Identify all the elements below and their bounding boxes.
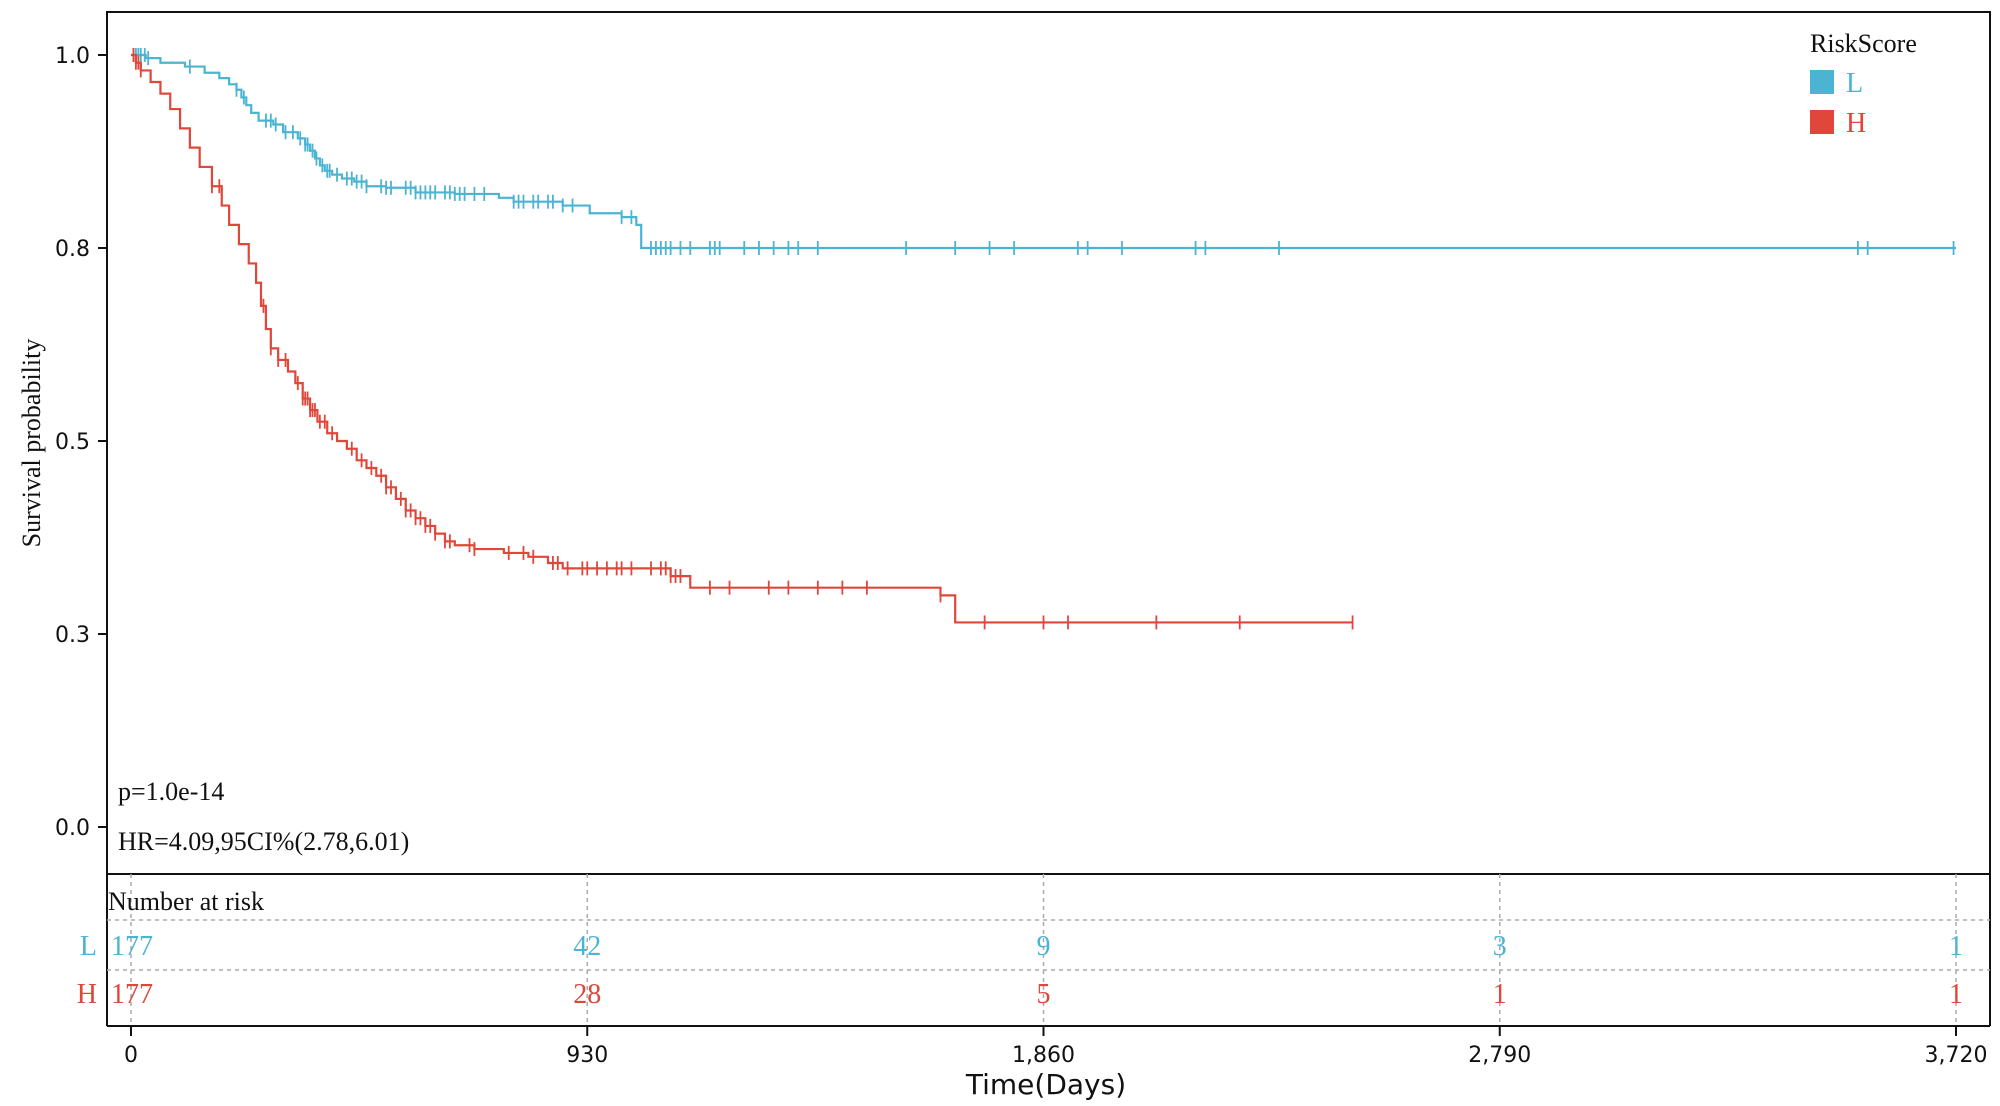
risk-count-l: 9 bbox=[1037, 931, 1051, 962]
y-tick-label: 1.0 bbox=[55, 44, 90, 69]
risk-row-label-l: L bbox=[80, 931, 97, 962]
risk-count-h: 177 bbox=[111, 979, 153, 1010]
x-tick-label: 0 bbox=[124, 1043, 138, 1068]
risk-count-l: 1 bbox=[1949, 931, 1963, 962]
series-layer bbox=[131, 48, 1956, 630]
p-value-annotation: p=1.0e-14 bbox=[118, 777, 224, 806]
x-tick-label: 930 bbox=[566, 1043, 608, 1068]
x-axis: 0 930 1,860 2,790 3,720 bbox=[124, 1026, 1987, 1068]
risk-count-l: 177 bbox=[111, 931, 153, 962]
legend-swatch-h bbox=[1810, 110, 1834, 134]
y-tick-label: 0.3 bbox=[55, 623, 90, 648]
legend-title: RiskScore bbox=[1810, 29, 1917, 58]
risk-count-h: 5 bbox=[1037, 979, 1051, 1010]
legend-label-h: H bbox=[1846, 108, 1866, 139]
x-axis-label: Time(Days) bbox=[965, 1068, 1126, 1101]
legend-swatch-l bbox=[1810, 70, 1834, 94]
survival-curve-l bbox=[131, 53, 1956, 250]
x-tick-label: 2,790 bbox=[1468, 1043, 1531, 1068]
y-tick-label: 0.5 bbox=[55, 430, 90, 455]
risk-table-grid bbox=[107, 874, 1990, 1026]
y-tick-label: 0.8 bbox=[55, 237, 90, 262]
y-axis: 0.0 0.3 0.5 0.8 1.0 bbox=[55, 44, 107, 841]
legend-label-l: L bbox=[1846, 68, 1863, 99]
risk-count-l: 3 bbox=[1493, 931, 1507, 962]
risk-table: L 177 42 9 3 1 H 177 28 5 1 1 bbox=[77, 931, 1963, 1010]
risk-count-h: 28 bbox=[573, 979, 601, 1010]
x-tick-label: 3,720 bbox=[1925, 1043, 1988, 1068]
hazard-ratio-annotation: HR=4.09,95CI%(2.78,6.01) bbox=[118, 827, 409, 856]
x-tick-label: 1,860 bbox=[1012, 1043, 1075, 1068]
legend: RiskScore L H bbox=[1810, 29, 1917, 139]
y-axis-label: Survival probability bbox=[17, 339, 46, 548]
risk-count-h: 1 bbox=[1493, 979, 1507, 1010]
y-tick-label: 0.0 bbox=[55, 816, 90, 841]
risk-table-title: Number at risk bbox=[108, 887, 264, 916]
risk-row-label-h: H bbox=[77, 979, 97, 1010]
survival-curve-h bbox=[131, 53, 1353, 624]
risk-count-h: 1 bbox=[1949, 979, 1963, 1010]
plot-frame bbox=[106, 11, 1991, 875]
risk-count-l: 42 bbox=[573, 931, 601, 962]
